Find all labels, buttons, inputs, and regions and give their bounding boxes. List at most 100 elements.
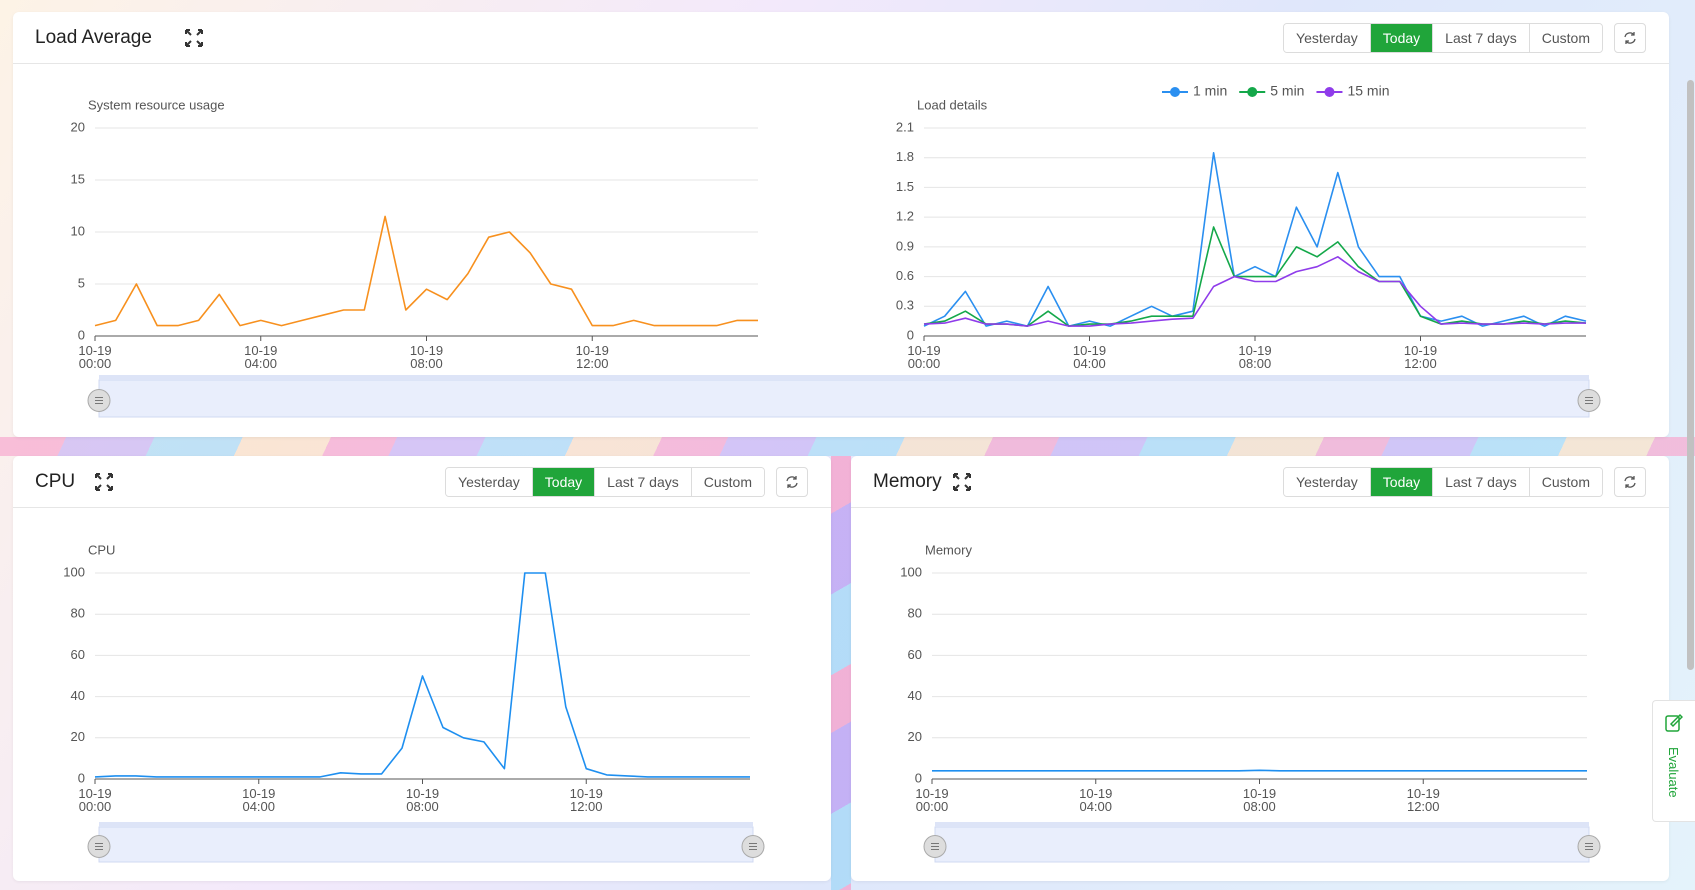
range-button[interactable]: Today (1369, 468, 1433, 496)
range-button[interactable]: Custom (690, 468, 764, 496)
y-tick-label: 20 (908, 729, 922, 744)
refresh-button[interactable] (1614, 467, 1646, 497)
x-tick-label: 10-19 08:00 (409, 343, 444, 371)
zoom-handle-grip (931, 843, 939, 850)
y-tick-label: 60 (71, 647, 85, 662)
decor-stripe (831, 456, 851, 890)
zoom-slider (934, 826, 1590, 863)
range-button[interactable]: Yesterday (446, 468, 532, 496)
y-tick-label: 0 (915, 770, 922, 785)
evaluate-label: Evaluate (1666, 747, 1681, 798)
zoom-handle-grip (1585, 843, 1593, 850)
legend-marker (1247, 87, 1258, 97)
y-axis-title: System resource usage (88, 97, 225, 112)
x-tick-label: 10-19 04:00 (244, 343, 278, 371)
panel-title: Load Average (35, 27, 152, 48)
series-line (94, 215, 758, 327)
evaluate-tab[interactable]: Evaluate (1652, 700, 1695, 822)
panel: CPU Yesterday Today Last 7 days Custom (13, 456, 831, 881)
range-button[interactable]: Today (531, 468, 595, 496)
zoom-slider-bar (99, 375, 1589, 380)
series-line (94, 572, 750, 778)
y-tick-label: 1.2 (896, 209, 914, 224)
range-button[interactable]: Last 7 days (1432, 468, 1529, 496)
x-tick-label: 10-19 04:00 (1079, 786, 1113, 814)
evaluate-icon (1665, 713, 1683, 732)
y-tick-label: 10 (71, 223, 85, 238)
refresh-icon (1624, 476, 1636, 488)
y-tick-label: 20 (71, 119, 85, 134)
y-tick-label: 1.5 (896, 179, 914, 194)
panel: Memory Yesterday Today Last 7 days Custom (851, 456, 1669, 881)
refresh-button[interactable] (1614, 23, 1646, 53)
range-button[interactable]: Yesterday (1284, 468, 1370, 496)
legend-label: 15 min (1347, 83, 1389, 99)
range-button[interactable]: Yesterday (1284, 24, 1370, 52)
refresh-button[interactable] (776, 467, 808, 497)
y-tick-label: 100 (900, 564, 922, 579)
legend-label: 5 min (1270, 83, 1304, 99)
range-button[interactable]: Custom (1528, 468, 1602, 496)
zoom-handle-grip (95, 843, 103, 850)
y-axis-title: Memory (925, 542, 972, 557)
range-buttons: Yesterday Today Last 7 days Custom (445, 467, 765, 497)
y-tick-label: 2.1 (896, 119, 914, 134)
expand-icon[interactable] (953, 473, 971, 491)
y-tick-label: 80 (908, 606, 922, 621)
x-tick-label: 10-19 08:00 (1242, 786, 1277, 814)
zoom-slider (98, 826, 754, 863)
range-button[interactable]: Last 7 days (594, 468, 691, 496)
x-tick-label: 10-19 08:00 (405, 786, 440, 814)
zoom-slider (98, 379, 1590, 418)
range-button[interactable]: Today (1369, 24, 1433, 52)
y-tick-label: 0.9 (896, 238, 914, 253)
y-tick-label: 15 (71, 171, 85, 186)
panel-header: Load Average Yesterday Today Last 7 days Cus… (13, 12, 1669, 64)
x-tick-label: 10-19 12:00 (1403, 343, 1438, 371)
expand-icon[interactable] (95, 473, 113, 491)
y-tick-label: 0 (78, 770, 85, 785)
y-tick-label: 40 (908, 688, 922, 703)
y-tick-label: 20 (71, 729, 85, 744)
zoom-handle-grip (1585, 397, 1593, 404)
y-axis-title: Load details (917, 97, 988, 112)
y-tick-label: 80 (71, 606, 85, 621)
x-tick-label: 10-19 00:00 (78, 786, 112, 814)
range-button[interactable]: Custom (1528, 24, 1602, 52)
legend-marker (1170, 87, 1180, 97)
decor-stripe (0, 437, 1695, 456)
x-tick-label: 10-19 08:00 (1238, 343, 1272, 371)
x-tick-label: 10-19 04:00 (1072, 343, 1107, 371)
zoom-handle-grip (749, 843, 757, 850)
y-tick-label: 60 (908, 647, 922, 662)
zoom-handle-grip (95, 397, 103, 404)
y-tick-label: 0.3 (896, 298, 914, 313)
x-tick-label: 10-19 12:00 (575, 343, 609, 371)
x-tick-label: 10-19 04:00 (242, 786, 276, 814)
x-tick-label: 10-19 12:00 (569, 786, 603, 814)
expand-icon[interactable] (185, 29, 203, 47)
y-tick-label: 100 (63, 564, 85, 579)
y-tick-label: 0.6 (896, 268, 914, 283)
series-line (932, 769, 1587, 772)
scrollbar[interactable] (1687, 80, 1694, 670)
range-buttons: Yesterday Today Last 7 days Custom (1283, 467, 1603, 497)
y-tick-label: 5 (78, 275, 85, 290)
zoom-slider-bar (99, 822, 753, 827)
refresh-icon (786, 476, 798, 488)
panel-title: Memory (873, 471, 942, 492)
range-button[interactable]: Last 7 days (1432, 24, 1529, 52)
y-axis-title: CPU (88, 542, 115, 557)
panel-header: CPU Yesterday Today Last 7 days Custom (13, 456, 831, 508)
series-line (923, 256, 1586, 327)
panel: Load Average Yesterday Today Last 7 days Cus… (13, 12, 1669, 437)
panel-title: CPU (35, 471, 76, 492)
zoom-slider-bar (935, 822, 1589, 827)
legend-label: 1 min (1193, 83, 1227, 99)
y-tick-label: 0 (78, 327, 85, 342)
series-line (923, 152, 1587, 327)
y-tick-label: 0 (907, 327, 914, 342)
x-tick-label: 10-19 00:00 (915, 786, 949, 814)
